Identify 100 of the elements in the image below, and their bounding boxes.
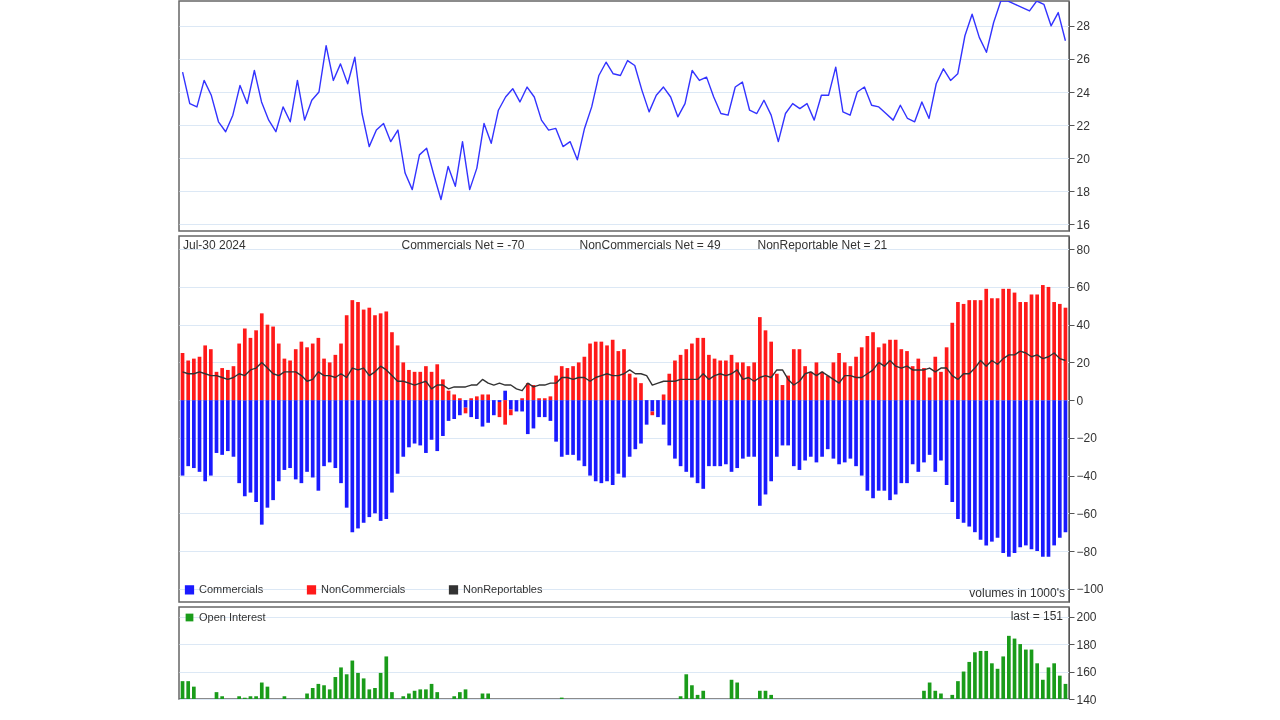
bar [576,362,581,401]
bar [854,356,858,401]
bar [259,400,264,525]
y-tick-label: −20 [1076,431,1098,446]
bar [707,400,711,467]
bar [209,400,213,476]
bar [837,400,841,465]
bar [786,400,790,446]
bar [876,347,881,401]
bar [842,400,847,463]
bar [486,394,490,401]
bar [633,400,638,450]
bar [327,400,332,463]
bar [639,383,643,401]
bar [554,375,558,401]
bar [458,400,462,416]
bar [888,400,892,501]
bar [718,360,723,401]
bar [967,300,972,401]
bar [418,371,423,401]
bar [407,369,411,401]
bar [791,349,796,401]
bar [593,400,598,482]
bar [808,400,813,457]
bar [820,400,824,457]
legend-label: Open Interest [199,610,266,623]
bar [622,400,626,478]
bar [339,343,343,401]
bar [276,400,281,482]
bar [327,362,332,401]
bar [310,400,315,478]
bar [735,400,740,469]
annotation: Jul-30 2024 [183,238,247,252]
y-tick-label: −40 [1076,469,1098,484]
y-tick-label: 200 [1076,610,1097,625]
y-tick-label: −100 [1076,582,1104,597]
bar [825,375,830,401]
bar [701,337,706,401]
y-tick-label: −60 [1076,506,1098,521]
bar [684,349,689,401]
bar [418,400,423,446]
bar [825,400,830,450]
bar [441,400,445,436]
bar [933,400,938,472]
bar [888,339,892,401]
bar [752,400,757,457]
bar [593,341,598,401]
bar [475,400,479,419]
bar [237,400,241,484]
y-tick-label: 20 [1076,355,1091,370]
bar [741,400,745,459]
bar [769,400,773,482]
bar [859,347,864,401]
bar [1052,302,1056,401]
bar [203,400,208,482]
bar [758,317,762,401]
bar [950,322,955,401]
bar [293,349,298,401]
y-tick-label: −80 [1076,544,1098,559]
bar [508,409,513,416]
y-tick-label: 140 [1076,692,1097,707]
bar [871,332,875,401]
bar [984,400,989,546]
bar [656,400,660,418]
bar [718,400,723,467]
bar [401,362,406,401]
bar [452,394,457,401]
bar [537,400,541,418]
bar [525,400,530,435]
legend-label: Commercials [199,582,264,595]
bar [186,360,191,401]
bar [673,400,677,459]
bar [690,400,694,478]
bar [259,313,264,401]
y-tick-label: 40 [1076,318,1091,333]
bar [1024,302,1028,401]
bar [310,343,315,401]
bar [916,358,921,401]
bar [610,400,615,486]
bar [735,362,740,401]
bar [271,326,275,401]
bar [724,400,728,465]
bar [339,400,343,484]
bar [276,343,281,401]
y-tick-label: 24 [1076,85,1091,100]
bar [1035,400,1039,552]
bar [508,400,513,410]
bar [486,400,490,423]
bar [610,339,615,401]
bar [1057,400,1062,538]
bar [639,400,643,444]
bar [424,366,428,401]
bar [859,400,864,476]
bar [741,362,745,401]
bar [939,371,943,401]
bar [990,400,994,542]
bar [293,400,298,480]
bar [622,349,626,401]
bar [401,400,406,457]
y-tick-label: 20 [1076,151,1091,166]
